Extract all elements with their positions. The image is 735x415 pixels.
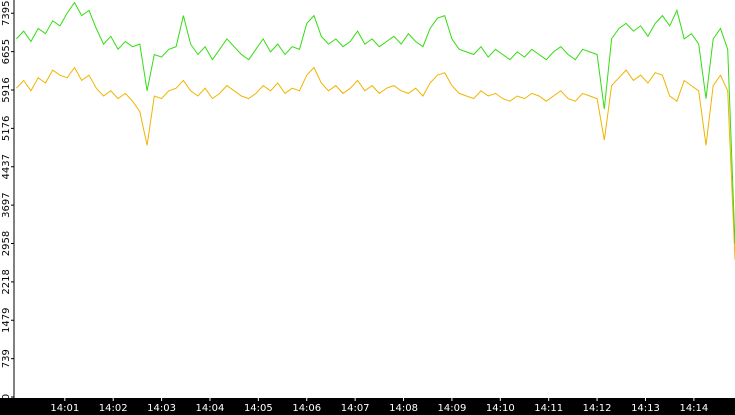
y-tick-label: 0 bbox=[1, 394, 12, 400]
x-tick-label: 14:02 bbox=[99, 403, 128, 414]
y-tick-label: 3697 bbox=[1, 192, 12, 217]
y-tick-label: 5916 bbox=[1, 77, 12, 102]
x-tick-label: 14:03 bbox=[147, 403, 176, 414]
x-tick-label: 14:09 bbox=[438, 403, 467, 414]
x-tick-label: 14:04 bbox=[196, 403, 225, 414]
x-tick-label: 14:11 bbox=[534, 403, 563, 414]
y-tick-label: 7395 bbox=[1, 1, 12, 26]
x-tick-label: 14:01 bbox=[50, 403, 79, 414]
y-tick-label: 5176 bbox=[1, 116, 12, 141]
y-tick-label: 739 bbox=[1, 349, 12, 368]
x-axis-band bbox=[0, 398, 735, 415]
series-line bbox=[16, 66, 735, 260]
x-tick-label: 14:13 bbox=[631, 403, 660, 414]
y-tick-label: 4437 bbox=[1, 154, 12, 179]
x-tick-label: 14:10 bbox=[486, 403, 515, 414]
x-tick-label: 14:06 bbox=[292, 403, 321, 414]
x-tick-label: 14:07 bbox=[341, 403, 370, 414]
x-tick-label: 14:05 bbox=[244, 403, 273, 414]
x-tick-label: 14:08 bbox=[389, 403, 418, 414]
y-tick-label: 1479 bbox=[1, 308, 12, 333]
y-tick-label: 2958 bbox=[1, 231, 12, 256]
x-tick-label: 14:12 bbox=[583, 403, 612, 414]
x-tick-label: 14:14 bbox=[679, 403, 708, 414]
series-line bbox=[16, 1, 735, 244]
y-tick-label: 6655 bbox=[1, 39, 12, 64]
y-tick-label: 2218 bbox=[1, 269, 12, 294]
